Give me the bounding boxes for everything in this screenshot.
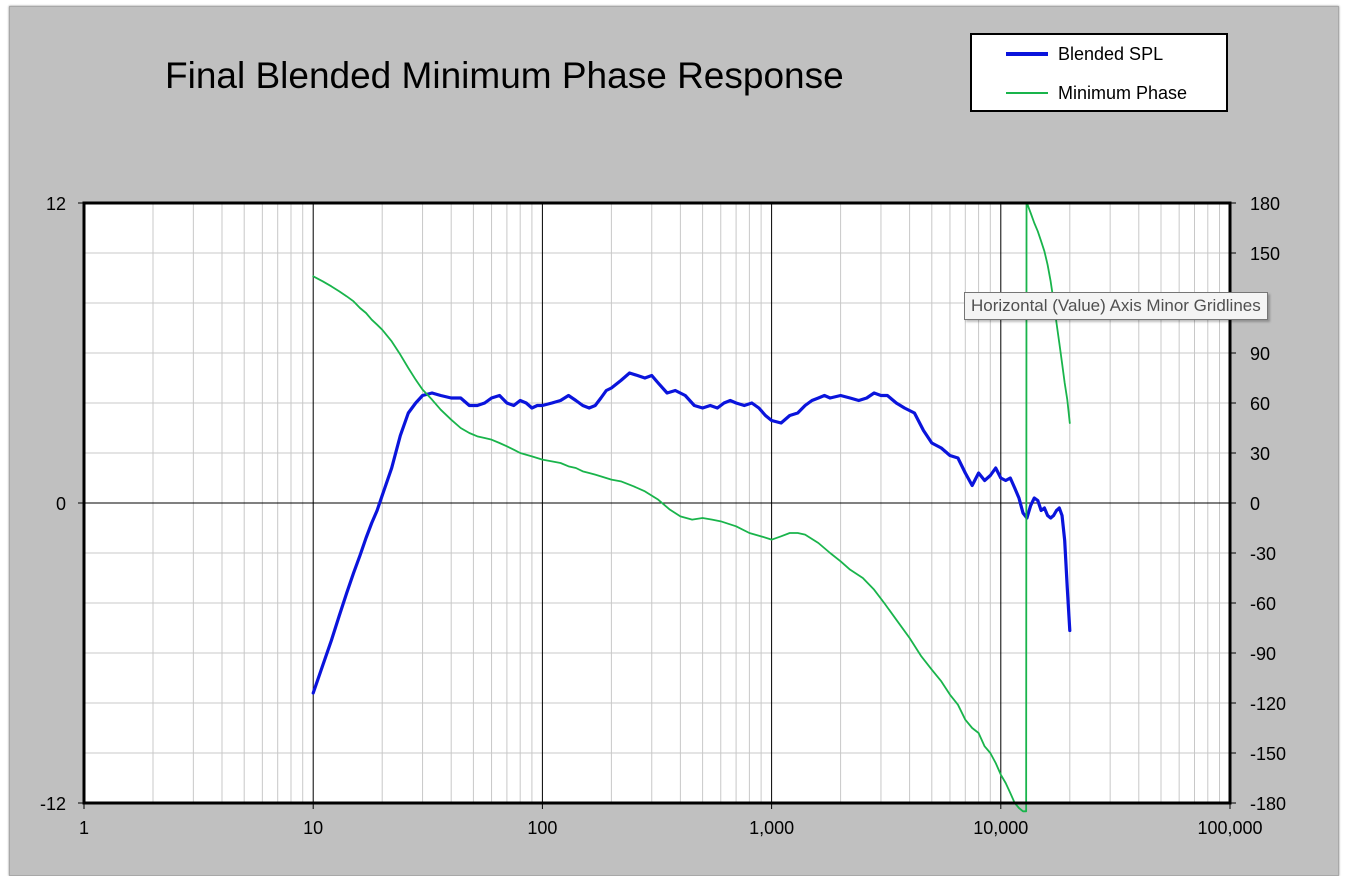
legend-label-minimum-phase: Minimum Phase — [1058, 82, 1188, 103]
y-right-tick-label: 180 — [1250, 194, 1280, 214]
legend-entry-blended-spl[interactable]: Blended SPL — [1006, 44, 1163, 64]
chart-title[interactable]: Final Blended Minimum Phase Response — [165, 55, 844, 96]
legend-swatch-minimum-phase — [1006, 92, 1048, 94]
y-left-tick-label: -12 — [40, 794, 66, 814]
y-right-tick-label: -180 — [1250, 794, 1286, 814]
y-right-tick-label: 150 — [1250, 244, 1280, 264]
y-right-tick-label: -90 — [1250, 644, 1276, 664]
legend[interactable]: Blended SPL Minimum Phase — [970, 33, 1228, 112]
y-right-tick-label: -30 — [1250, 544, 1276, 564]
legend-entry-minimum-phase[interactable]: Minimum Phase — [1006, 83, 1187, 103]
x-tick-label: 100 — [527, 818, 557, 838]
y-right-tick-label: 30 — [1250, 444, 1270, 464]
legend-label-blended-spl: Blended SPL — [1058, 43, 1164, 64]
y-left-tick-label: 0 — [56, 494, 66, 514]
series-line-blended-spl[interactable] — [311, 371, 1072, 695]
y-right-tick-label: -60 — [1250, 594, 1276, 614]
gridlines-tooltip: Horizontal (Value) Axis Minor Gridlines — [964, 292, 1268, 320]
x-tick-label: 1,000 — [749, 818, 794, 838]
legend-swatch-blended-spl — [1006, 52, 1048, 56]
x-tick-label: 100,000 — [1197, 818, 1262, 838]
y-right-tick-label: -120 — [1250, 694, 1286, 714]
series-layer — [311, 202, 1072, 813]
y-right-tick-label: 0 — [1250, 494, 1260, 514]
tick-labels: 1 10 100 1,000 10,000 100,000 12 0 -12 180 150 90 60… — [40, 194, 1286, 838]
x-tick-label: 10,000 — [973, 818, 1028, 838]
y-left-tick-label: 12 — [46, 194, 66, 214]
y-right-tick-label: 90 — [1250, 344, 1270, 364]
series-line-minimum-phase[interactable] — [312, 202, 1071, 813]
y-right-tick-label: -150 — [1250, 744, 1286, 764]
x-tick-label: 1 — [79, 818, 89, 838]
x-tick-label: 10 — [303, 818, 323, 838]
y-right-tick-label: 60 — [1250, 394, 1270, 414]
